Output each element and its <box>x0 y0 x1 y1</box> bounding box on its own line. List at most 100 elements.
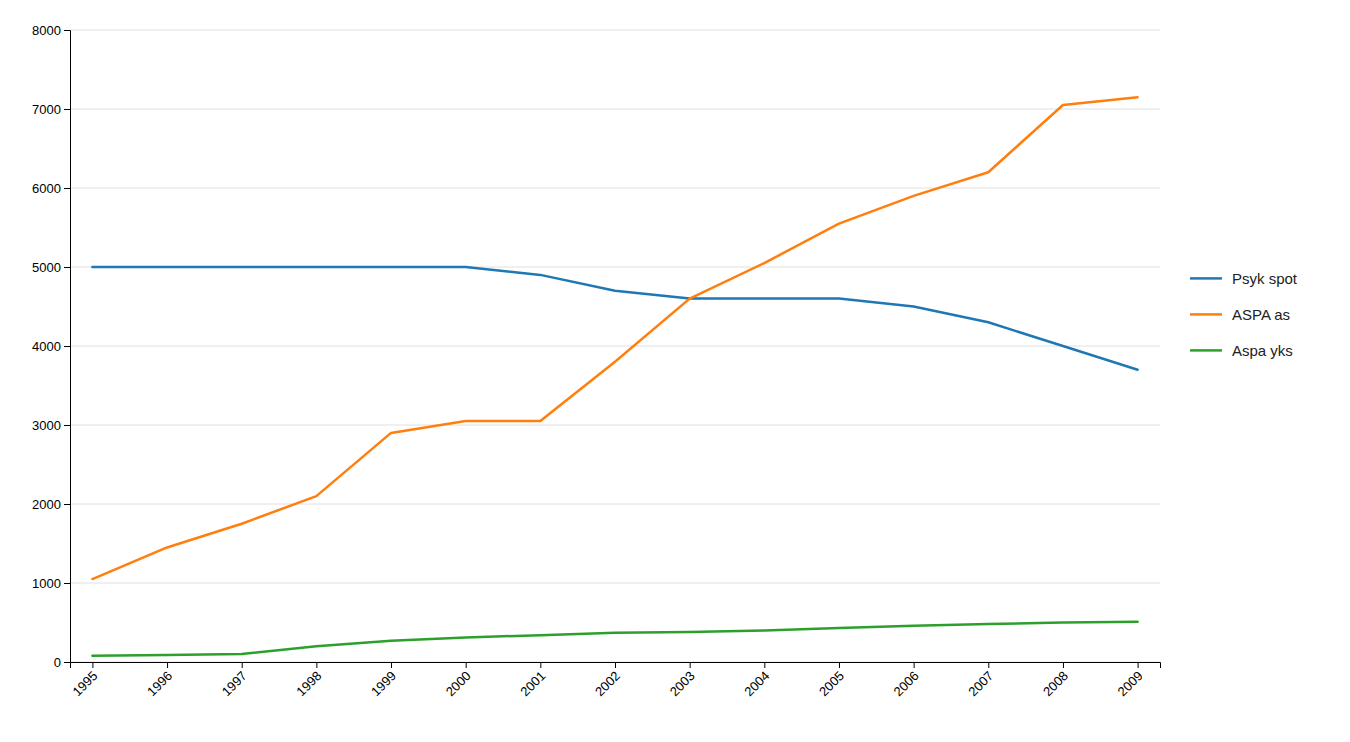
x-tick-label: 2009 <box>1115 668 1146 699</box>
x-tick: 2008 <box>1040 662 1071 699</box>
y-tick-mark <box>64 30 70 31</box>
x-tick-mark <box>1063 662 1064 668</box>
x-tick: 1995 <box>69 662 100 699</box>
grid <box>70 30 1160 662</box>
y-tick: 3000 <box>32 418 70 433</box>
x-tick-mark <box>988 662 989 668</box>
y-tick: 6000 <box>32 181 70 196</box>
x-tick-mark <box>839 662 840 668</box>
y-tick-mark <box>64 109 70 110</box>
legend-label: Aspa yks <box>1232 342 1293 359</box>
x-tick: 2003 <box>667 662 698 699</box>
legend-item: ASPA as <box>1190 306 1290 323</box>
x-tick-label: 2001 <box>517 668 548 699</box>
x-tick-label: 1998 <box>293 668 324 699</box>
x-tick-mark <box>615 662 616 668</box>
grid-line <box>70 30 1160 31</box>
y-tick-label: 5000 <box>32 260 61 275</box>
x-tick: 2006 <box>891 662 922 699</box>
y-tick: 0 <box>54 655 70 670</box>
y-tick: 1000 <box>32 576 70 591</box>
y-tick-mark <box>64 583 70 584</box>
x-tick-mark <box>466 662 467 668</box>
y-tick-mark <box>64 425 70 426</box>
x-tick-label: 2003 <box>667 668 698 699</box>
x-tick-label: 2004 <box>741 668 772 699</box>
x-tick-mark <box>92 662 93 668</box>
y-tick: 7000 <box>32 102 70 117</box>
x-tick-mark <box>914 662 915 668</box>
y-tick-label: 7000 <box>32 102 61 117</box>
x-tick: 2009 <box>1115 662 1146 699</box>
x-tick: 2002 <box>592 662 623 699</box>
chart-container: 0100020003000400050006000700080001995199… <box>0 0 1350 742</box>
y-tick-label: 1000 <box>32 576 61 591</box>
chart-svg: 0100020003000400050006000700080001995199… <box>0 0 1350 742</box>
x-tick-mark <box>316 662 317 668</box>
legend-swatch <box>1190 349 1222 352</box>
y-tick-mark <box>64 267 70 268</box>
x-tick: 2000 <box>443 662 474 699</box>
grid-line <box>70 583 1160 584</box>
y-tick: 2000 <box>32 497 70 512</box>
x-tick-mark <box>1138 662 1139 668</box>
x-tick-label: 2005 <box>816 668 847 699</box>
y-tick-label: 3000 <box>32 418 61 433</box>
x-tick-label: 2002 <box>592 668 623 699</box>
y-tick: 8000 <box>32 23 70 38</box>
plot-area: 0100020003000400050006000700080001995199… <box>32 23 1160 700</box>
y-axis: 0 1000 2000 3000 4000 5000 6000 7000 8000 <box>32 23 70 670</box>
x-axis-line <box>71 663 1161 669</box>
y-tick-label: 2000 <box>32 497 61 512</box>
x-tick-mark <box>540 662 541 668</box>
x-tick-label: 2008 <box>1040 668 1071 699</box>
x-tick-label: 1996 <box>144 668 175 699</box>
x-axis: 1995 1996 1997 1998 1999 2000 2001 2002 2003 2004… <box>69 662 1160 699</box>
y-tick-mark <box>64 346 70 347</box>
x-tick-label: 2007 <box>965 668 996 699</box>
x-tick-mark <box>764 662 765 668</box>
legend-swatch <box>1190 277 1222 280</box>
legend-label: Psyk spot <box>1232 270 1298 287</box>
x-tick-mark <box>391 662 392 668</box>
y-tick: 5000 <box>32 260 70 275</box>
x-tick: 2004 <box>741 662 772 699</box>
x-tick: 2007 <box>965 662 996 699</box>
x-tick-label: 1999 <box>368 668 399 699</box>
y-tick-mark <box>64 188 70 189</box>
y-tick-label: 4000 <box>32 339 61 354</box>
grid-line <box>70 109 1160 110</box>
x-tick-label: 1995 <box>69 668 100 699</box>
x-tick: 2001 <box>517 662 548 699</box>
y-tick: 4000 <box>32 339 70 354</box>
y-tick-label: 6000 <box>32 181 61 196</box>
grid-line <box>70 188 1160 189</box>
grid-line <box>70 504 1160 505</box>
x-tick: 1996 <box>144 662 175 699</box>
legend-item: Aspa yks <box>1190 342 1293 359</box>
series-line <box>92 267 1137 370</box>
x-tick-mark <box>167 662 168 668</box>
series-line <box>92 97 1137 579</box>
x-tick-mark <box>242 662 243 668</box>
legend-label: ASPA as <box>1232 306 1290 323</box>
legend: Psyk spot ASPA as Aspa yks <box>1190 270 1298 359</box>
lines <box>92 97 1137 656</box>
y-tick-label: 0 <box>54 655 61 670</box>
x-tick-mark <box>690 662 691 668</box>
x-tick-label: 2006 <box>891 668 922 699</box>
legend-item: Psyk spot <box>1190 270 1298 287</box>
x-tick: 1997 <box>219 662 250 699</box>
x-tick-label: 1997 <box>219 668 250 699</box>
y-tick-mark <box>64 504 70 505</box>
legend-swatch <box>1190 313 1222 316</box>
grid-line <box>70 425 1160 426</box>
y-tick-mark <box>64 662 70 663</box>
x-tick-label: 2000 <box>443 668 474 699</box>
x-tick: 1998 <box>293 662 324 699</box>
series-line <box>92 622 1137 656</box>
y-tick-label: 8000 <box>32 23 61 38</box>
x-tick: 2005 <box>816 662 847 699</box>
x-tick: 1999 <box>368 662 399 699</box>
y-axis-line <box>64 31 71 663</box>
